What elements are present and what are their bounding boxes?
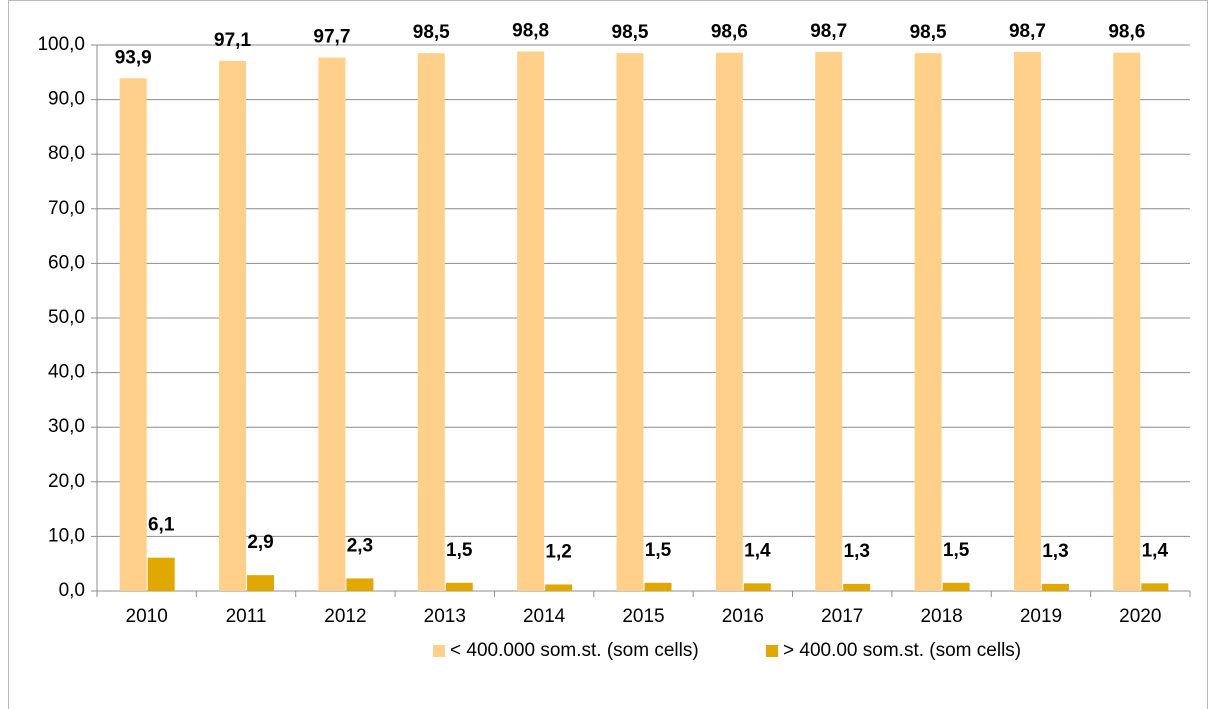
bar (1041, 583, 1069, 591)
bar (914, 53, 942, 591)
bar (119, 78, 147, 591)
y-tick-label: 60,0 (48, 252, 85, 273)
x-tick-label: 2013 (424, 606, 466, 627)
y-tick-label: 30,0 (48, 416, 85, 437)
value-label: 98,5 (910, 22, 947, 43)
y-tick-label: 20,0 (48, 471, 85, 492)
x-tick-label: 2018 (920, 606, 962, 627)
y-tick-label: 90,0 (48, 89, 85, 110)
value-label: 1,2 (545, 541, 571, 562)
y-tick-label: 70,0 (48, 198, 85, 219)
x-tick-label: 2020 (1119, 606, 1161, 627)
bar (247, 575, 275, 591)
bar (616, 53, 644, 591)
x-tick-label: 2016 (722, 606, 764, 627)
value-label: 2,9 (247, 532, 273, 553)
bar (445, 582, 473, 591)
value-label: 97,1 (214, 30, 251, 51)
bar (743, 583, 771, 591)
bar (1113, 52, 1141, 592)
bar (815, 52, 843, 591)
value-label: 98,5 (612, 22, 649, 43)
x-tick-label: 2017 (821, 606, 863, 627)
y-tick-label: 100,0 (37, 34, 85, 55)
bar (147, 557, 175, 591)
x-tick-label: 2010 (126, 606, 168, 627)
bar (715, 52, 743, 592)
legend-label: < 400.000 som.st. (som cells) (450, 640, 699, 661)
value-label: 1,3 (844, 541, 870, 562)
bar (1013, 52, 1041, 591)
x-tick-label: 2011 (226, 606, 267, 627)
value-label: 98,5 (413, 22, 450, 43)
value-label: 1,3 (1042, 541, 1068, 562)
value-label: 2,3 (347, 535, 373, 556)
value-label: 98,7 (810, 21, 847, 42)
value-label: 98,8 (512, 21, 549, 42)
x-tick-label: 2012 (324, 606, 366, 627)
x-tick-label: 2014 (523, 606, 566, 627)
legend-label: > 400.00 som.st. (som cells) (783, 640, 1021, 661)
y-tick-label: 40,0 (48, 362, 85, 383)
bar (318, 57, 346, 592)
value-label: 1,5 (446, 540, 473, 561)
bar (1141, 583, 1169, 591)
value-label: 1,4 (744, 540, 771, 561)
legend-swatch (766, 645, 778, 657)
y-tick-label: 0,0 (59, 580, 85, 601)
bar (545, 584, 573, 591)
bar (219, 60, 247, 592)
value-label: 1,4 (1142, 540, 1169, 561)
bar (346, 578, 374, 591)
y-tick-label: 80,0 (48, 143, 85, 164)
x-tick-label: 2019 (1020, 606, 1062, 627)
value-label: 97,7 (313, 27, 350, 48)
value-label: 93,9 (115, 47, 152, 68)
bar (942, 582, 970, 591)
value-label: 98,7 (1009, 21, 1046, 42)
y-tick-label: 10,0 (48, 525, 85, 546)
bar (417, 53, 445, 591)
x-tick-label: 2015 (622, 606, 664, 627)
value-label: 6,1 (148, 515, 175, 536)
value-label: 1,5 (943, 540, 970, 561)
y-tick-label: 50,0 (48, 307, 85, 328)
bar (517, 51, 545, 591)
bar (843, 583, 871, 591)
value-label: 1,5 (645, 540, 672, 561)
legend-swatch (433, 645, 445, 657)
bar (644, 582, 672, 591)
value-label: 98,6 (711, 22, 748, 43)
value-label: 98,6 (1108, 22, 1145, 43)
